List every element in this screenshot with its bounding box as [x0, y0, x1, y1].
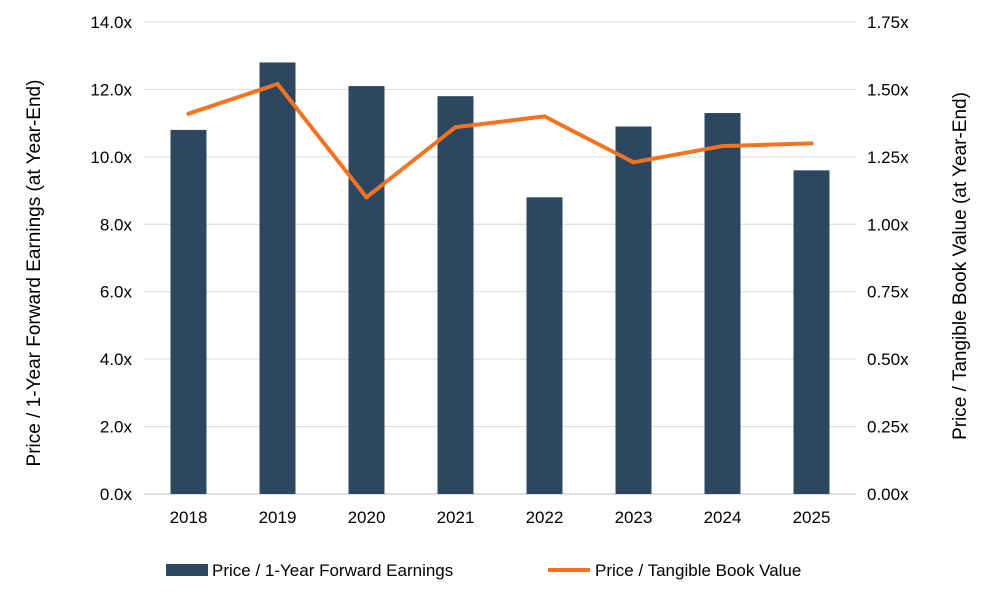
- bar: [259, 62, 296, 494]
- x-tick-label: 2025: [793, 508, 831, 527]
- line-point: [809, 141, 814, 146]
- bar-series: [170, 62, 830, 495]
- y-right-tick-label: 1.75x: [867, 13, 909, 32]
- y-right-axis-title: Price / Tangible Book Value (at Year-End…: [950, 92, 971, 440]
- bar: [348, 86, 385, 495]
- y-right-tick-label: 0.00x: [867, 485, 909, 504]
- y-right-tick-label: 0.75x: [867, 283, 909, 302]
- line-point: [542, 114, 547, 119]
- y-left-tick-label: 4.0x: [100, 350, 133, 369]
- bar: [526, 197, 563, 495]
- y-right-tick-label: 0.50x: [867, 350, 909, 369]
- x-tick-label: 2024: [704, 508, 742, 527]
- line-point: [631, 160, 636, 165]
- y-right-tick-label: 1.25x: [867, 148, 909, 167]
- y-right-tick-label: 0.25x: [867, 418, 909, 437]
- x-tick-label: 2022: [526, 508, 564, 527]
- y-left-tick-label: 8.0x: [100, 215, 133, 234]
- line-path: [186, 82, 814, 200]
- bar: [615, 126, 652, 494]
- line-point: [453, 125, 458, 130]
- legend-bar-label: Price / 1-Year Forward Earnings: [212, 561, 453, 580]
- x-tick-label: 2018: [170, 508, 208, 527]
- x-tick-label: 2021: [437, 508, 475, 527]
- line-series: [186, 82, 814, 200]
- bar: [704, 113, 741, 495]
- x-tick-label: 2023: [615, 508, 653, 527]
- y-left-tick-label: 6.0x: [100, 283, 133, 302]
- legend: Price / 1-Year Forward Earnings Price / …: [166, 561, 801, 580]
- y-left-tick-label: 12.0x: [90, 80, 132, 99]
- bar: [793, 170, 830, 495]
- line-point: [186, 111, 191, 116]
- y-right-tick-label: 1.00x: [867, 215, 909, 234]
- x-tick-label: 2019: [259, 508, 297, 527]
- line-point: [275, 82, 280, 87]
- line-point: [364, 195, 369, 200]
- y-left-tick-label: 2.0x: [100, 418, 133, 437]
- y-right-axis: 0.00x 0.25x 0.50x 0.75x 1.00x 1.25x 1.50x 1.75x: [867, 13, 909, 504]
- y-left-axis-title: Price / 1-Year Forward Earnings (at Year…: [24, 80, 45, 467]
- y-left-axis: 0.0x 2.0x 4.0x 6.0x 8.0x 10.0x 12.0x 14.0x: [90, 13, 132, 504]
- y-left-tick-label: 10.0x: [90, 148, 132, 167]
- legend-bar-swatch: [166, 564, 208, 576]
- y-left-tick-label: 0.0x: [100, 485, 133, 504]
- x-axis: 2018 2019 2020 2021 2022 2023 2024 2025: [170, 508, 831, 527]
- y-left-tick-label: 14.0x: [90, 13, 132, 32]
- bar: [437, 96, 474, 495]
- line-point: [720, 144, 725, 149]
- y-right-tick-label: 1.50x: [867, 80, 909, 99]
- x-tick-label: 2020: [348, 508, 386, 527]
- bar: [170, 129, 207, 494]
- legend-line-label: Price / Tangible Book Value: [595, 561, 801, 580]
